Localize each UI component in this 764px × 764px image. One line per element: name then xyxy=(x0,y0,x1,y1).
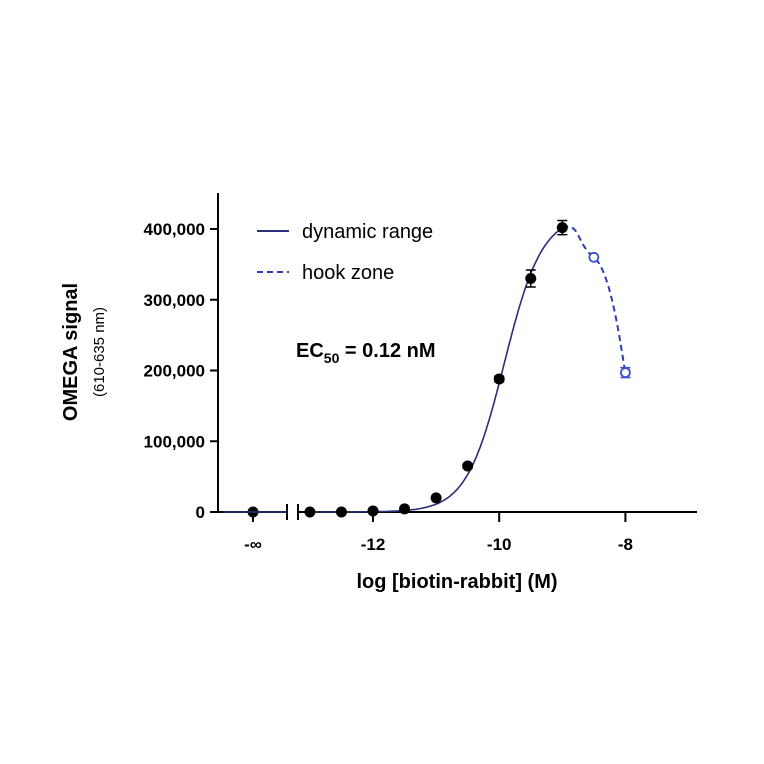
data-point-dynamic-range xyxy=(556,222,568,234)
y-axis-title: OMEGA signal xyxy=(60,283,82,421)
x-tick-label: -∞ xyxy=(244,535,262,554)
legend-label-dynamic-range: dynamic range xyxy=(302,221,433,243)
ec50-annotation: EC50 = 0.12 nM xyxy=(296,340,436,366)
x-axis-title: log [biotin-rabbit] (M) xyxy=(356,571,557,593)
ec50-value: = 0.12 nM xyxy=(339,340,435,362)
data-point-dynamic-range xyxy=(367,505,379,517)
y-axis-title-group: OMEGA signal xyxy=(60,283,82,421)
legend-label-hook-zone: hook zone xyxy=(302,262,394,284)
y-tick-label: 300,000 xyxy=(144,291,205,310)
x-tick-label: -12 xyxy=(361,535,386,554)
y-tick-label: 100,000 xyxy=(144,432,205,451)
y-axis-subtitle: (610-635 nm) xyxy=(91,307,108,397)
data-point-hook-zone xyxy=(620,367,631,379)
y-axis-subtitle-group: (610-635 nm) xyxy=(91,307,108,397)
data-point-dynamic-range xyxy=(335,506,347,518)
data-point-dynamic-range xyxy=(304,506,316,518)
y-tick-label: 200,000 xyxy=(144,362,205,381)
y-tick-label: 0 xyxy=(196,503,205,522)
data-point-dynamic-range xyxy=(462,460,474,472)
y-ticks: 0 100,000 200,000 300,000 400,000 xyxy=(144,220,218,522)
data-point-dynamic-range xyxy=(430,492,442,504)
x-ticks: -∞ -12 -10 -8 xyxy=(244,512,633,554)
y-tick-label: 400,000 xyxy=(144,220,205,239)
legend: dynamic range hook zone xyxy=(257,221,433,284)
data-point-hook-zone xyxy=(588,251,600,263)
data-point-dynamic-range xyxy=(399,503,411,515)
ec50-subscript: 50 xyxy=(324,350,340,366)
data-point-dynamic-range xyxy=(525,273,537,285)
x-tick-label: -8 xyxy=(618,535,633,554)
fit-curve-dynamic-range xyxy=(309,227,563,513)
data-point-dynamic-range xyxy=(493,373,505,385)
fit-curve-hook-zone xyxy=(561,225,627,373)
data-points xyxy=(247,219,631,518)
x-tick-label: -10 xyxy=(487,535,512,554)
ec50-prefix: EC xyxy=(296,340,324,362)
